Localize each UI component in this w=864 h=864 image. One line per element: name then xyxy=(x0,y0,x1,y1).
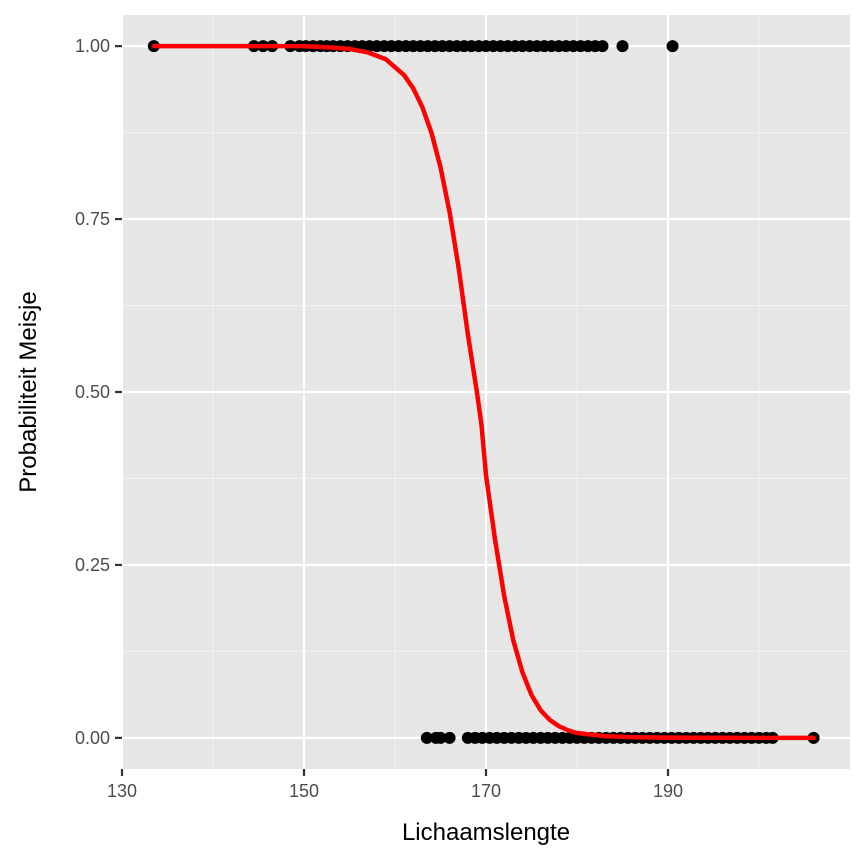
data-point xyxy=(443,731,456,744)
fitted-logistic-curve xyxy=(151,43,816,741)
y-axis-title: Probabiliteit Meisje xyxy=(15,291,42,492)
data-point xyxy=(596,40,609,53)
y-axis: 0.00 0.25 0.50 0.75 1.00 xyxy=(75,36,122,748)
x-axis-title: Lichaamslengte xyxy=(402,819,570,846)
y-tick-label: 0.50 xyxy=(75,382,110,402)
data-point xyxy=(434,731,447,744)
y-tick-label: 1.00 xyxy=(75,36,110,56)
x-tick-label: 150 xyxy=(289,781,319,801)
data-point xyxy=(420,731,433,744)
y-tick-label: 0.75 xyxy=(75,209,110,229)
data-point xyxy=(666,40,679,53)
x-tick-label: 190 xyxy=(653,781,683,801)
fitted-curve-layer xyxy=(151,43,816,741)
x-tick-label: 170 xyxy=(471,781,501,801)
x-tick-label: 130 xyxy=(107,781,137,801)
y-tick-label: 0.25 xyxy=(75,555,110,575)
x-axis: 130 150 170 190 xyxy=(107,769,683,801)
y-tick-label: 0.00 xyxy=(75,728,110,748)
grid-lines xyxy=(120,15,850,769)
data-point xyxy=(616,40,629,53)
